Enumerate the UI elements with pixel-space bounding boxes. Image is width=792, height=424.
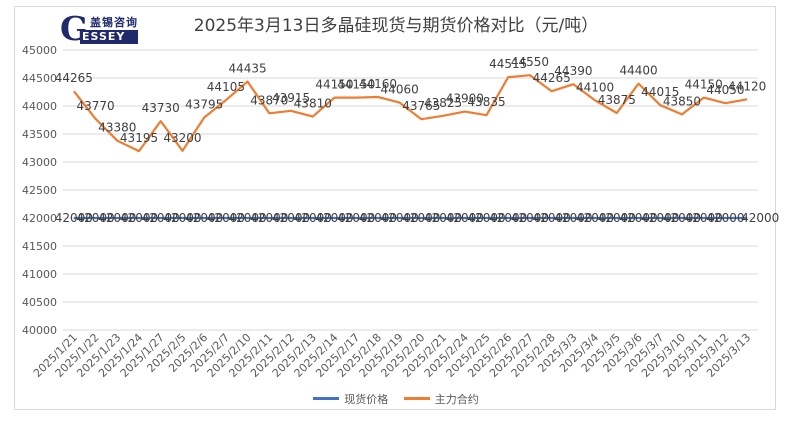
data-label: 42000 — [185, 211, 223, 225]
data-label: 42000 — [120, 211, 158, 225]
data-label: 44435 — [229, 62, 267, 76]
data-label: 42000 — [163, 211, 201, 225]
data-label: 44050 — [706, 83, 744, 97]
legend-label-spot: 现货价格 — [344, 392, 389, 406]
data-label: 42000 — [424, 211, 462, 225]
data-label: 44550 — [511, 55, 549, 69]
company-logo: G 盖锡咨询 ESSEY — [60, 12, 140, 46]
y-tick-label: 44500 — [22, 72, 57, 85]
data-label: 42000 — [554, 211, 592, 225]
data-label: 42000 — [663, 211, 701, 225]
y-tick-label: 42000 — [22, 212, 57, 225]
legend-swatch-futures — [403, 397, 430, 400]
data-label: 42000 — [446, 211, 484, 225]
data-label: 42000 — [381, 211, 419, 225]
data-label: 42000 — [511, 211, 549, 225]
y-tick-label: 45000 — [22, 44, 57, 57]
data-label: 42000 — [272, 211, 310, 225]
data-label: 42000 — [55, 211, 93, 225]
data-label: 44015 — [641, 85, 679, 99]
legend-item-futures: 主力合约 — [403, 391, 479, 407]
data-label: 44265 — [533, 71, 571, 85]
data-label: 44060 — [381, 83, 419, 97]
data-label: 42000 — [294, 211, 332, 225]
data-label: 42000 — [142, 211, 180, 225]
data-label: 42000 — [741, 211, 779, 225]
chart-legend: 现货价格 主力合约 — [0, 390, 792, 407]
data-label: 43795 — [185, 97, 223, 111]
data-label: 42000 — [641, 211, 679, 225]
data-label: 43200 — [163, 131, 201, 145]
data-label: 44150 — [315, 78, 353, 92]
data-label: 43195 — [120, 131, 158, 145]
data-label: 43380 — [98, 121, 136, 135]
data-label: 42000 — [207, 211, 245, 225]
y-tick-label: 41000 — [22, 268, 57, 281]
data-label: 42000 — [229, 211, 267, 225]
y-tick-label: 42500 — [22, 184, 57, 197]
data-label: 42000 — [337, 211, 375, 225]
data-label: 44400 — [619, 64, 657, 78]
data-label: 42000 — [533, 211, 571, 225]
data-label: 43875 — [598, 93, 636, 107]
data-label: 43915 — [272, 91, 310, 105]
data-label: 42000 — [359, 211, 397, 225]
data-label: 42000 — [576, 211, 614, 225]
data-label: 42000 — [685, 211, 723, 225]
data-label: 44105 — [207, 80, 245, 94]
y-tick-label: 43000 — [22, 156, 57, 169]
y-tick-label: 40000 — [22, 324, 57, 337]
chart-frame — [14, 6, 776, 410]
data-label: 42000 — [598, 211, 636, 225]
series-line-futures — [73, 74, 748, 153]
chart-title: 2025年3月13日多晶硅现货与期货价格对比（元/吨） — [193, 16, 599, 36]
data-label: 43835 — [467, 95, 505, 109]
data-label: 42000 — [315, 211, 353, 225]
data-label: 43870 — [250, 93, 288, 107]
legend-item-spot: 现货价格 — [313, 391, 388, 407]
data-label: 42000 — [706, 211, 744, 225]
data-label: 43825 — [424, 96, 462, 110]
data-label: 43810 — [294, 97, 332, 111]
logo-chinese-name: 盖锡咨询 — [90, 16, 138, 29]
data-label: 42000 — [98, 211, 136, 225]
legend-swatch-spot — [313, 397, 340, 400]
data-label: 43850 — [663, 94, 701, 108]
data-label: 42000 — [76, 211, 114, 225]
data-label: 43900 — [446, 92, 484, 106]
y-tick-label: 41500 — [22, 240, 57, 253]
data-label: 43730 — [142, 101, 180, 115]
y-tick-label: 40500 — [22, 296, 57, 309]
data-label: 42000 — [619, 211, 657, 225]
data-label: 44100 — [576, 80, 614, 94]
data-label: 42000 — [402, 211, 440, 225]
data-label: 44160 — [359, 77, 397, 91]
y-tick-label: 44000 — [22, 100, 57, 113]
legend-label-futures: 主力合约 — [434, 392, 479, 406]
data-label: 42000 — [489, 211, 527, 225]
data-label: 44265 — [55, 71, 93, 85]
logo-english-name: ESSEY — [80, 30, 138, 44]
data-label: 43770 — [76, 99, 114, 113]
data-label: 44120 — [728, 79, 766, 93]
data-label: 44150 — [337, 78, 375, 92]
data-label: 44390 — [554, 64, 592, 78]
data-label: 44515 — [489, 57, 527, 71]
y-tick-label: 43500 — [22, 128, 57, 141]
data-label: 42000 — [467, 211, 505, 225]
data-label: 42000 — [250, 211, 288, 225]
data-label: 43765 — [402, 99, 440, 113]
data-label: 44150 — [685, 78, 723, 92]
